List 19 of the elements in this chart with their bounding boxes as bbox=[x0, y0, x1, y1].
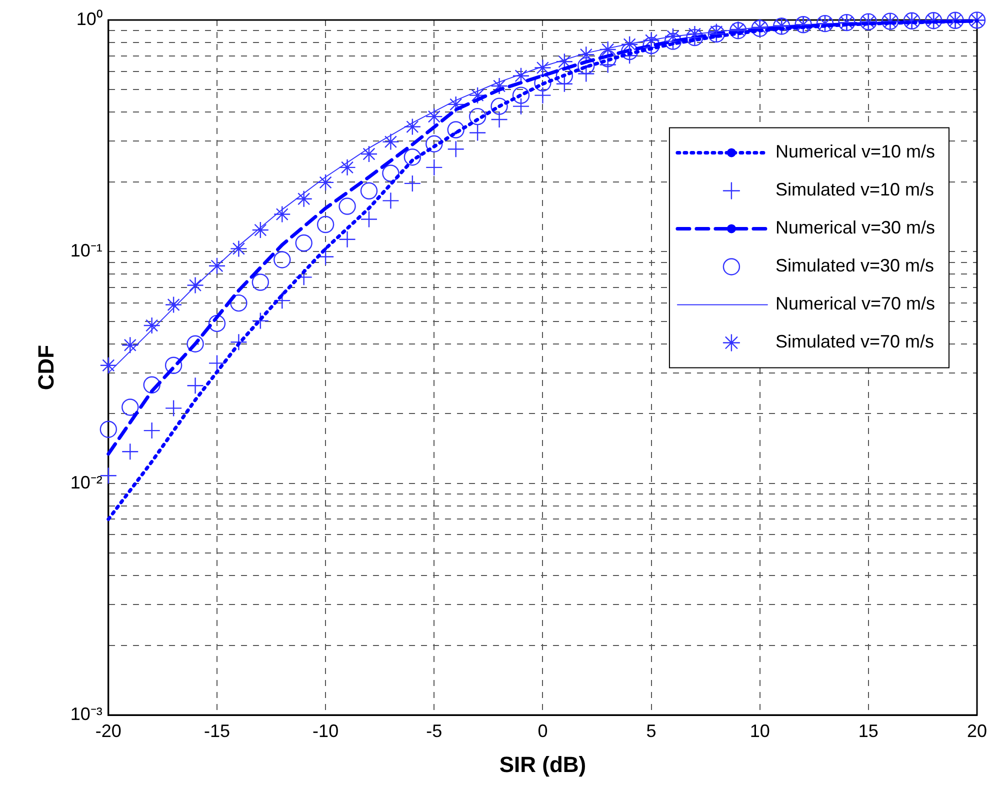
x-tick-label: 5 bbox=[646, 720, 656, 741]
y-tick-label: 10⁻¹ bbox=[70, 240, 102, 261]
y-tick-label: 10⁰ bbox=[76, 8, 102, 29]
legend-label: Numerical v=70 m/s bbox=[775, 294, 936, 314]
x-tick-label: -15 bbox=[204, 720, 230, 741]
x-tick-label: 10 bbox=[750, 720, 770, 741]
legend-label: Simulated v=70 m/s bbox=[775, 332, 934, 352]
legend-label: Numerical v=10 m/s bbox=[775, 142, 936, 162]
x-tick-label: -10 bbox=[312, 720, 339, 741]
x-tick-label: -5 bbox=[426, 720, 442, 741]
x-tick-label: 0 bbox=[538, 720, 548, 741]
x-axis-title: SIR (dB) bbox=[499, 752, 586, 777]
legend-label: Simulated v=10 m/s bbox=[775, 180, 934, 200]
x-tick-label: 20 bbox=[966, 720, 988, 741]
legend-label: Numerical v=30 m/s bbox=[775, 218, 936, 238]
y-axis-title: CDF bbox=[33, 344, 58, 390]
x-tick-label: 15 bbox=[858, 720, 878, 741]
legend-label: Simulated v=30 m/s bbox=[775, 256, 934, 276]
y-tick-label: 10⁻² bbox=[70, 472, 102, 492]
